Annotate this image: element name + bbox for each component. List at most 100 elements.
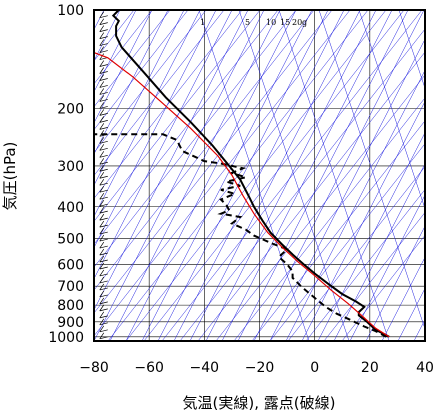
wind-barb-flag (99, 241, 105, 249)
wind-barb-staff (99, 224, 108, 228)
wind-barb-staff (99, 196, 108, 200)
isotherm-line (94, 10, 169, 155)
wind-barb-flag (99, 46, 105, 53)
wind-barb-flag (99, 88, 105, 95)
wind-barb-flag (99, 220, 105, 228)
wind-barb-flag (99, 53, 105, 60)
wind-barb-staff (99, 175, 108, 179)
wind-barb-flag (99, 116, 105, 123)
wind-barb-staff (99, 294, 108, 298)
adiabat-line (94, 10, 315, 291)
adiabat-line (94, 10, 171, 108)
isotherm-line (94, 10, 185, 186)
wind-barb-flag (99, 199, 105, 207)
isotherm-line (189, 10, 361, 341)
x-tick-label: 0 (310, 360, 319, 376)
adiabat-line (341, 234, 425, 341)
isotherm-line (94, 10, 249, 311)
wind-barb-flag (99, 102, 105, 109)
wind-barb-flag (99, 269, 105, 277)
mixing-ratio-line (358, 10, 425, 210)
wind-barb-staff (99, 85, 108, 88)
mixing-ratio-label: 5 (245, 18, 250, 27)
wind-barb-staff (99, 71, 108, 74)
wind-barb-staff (99, 273, 108, 277)
adiabat-line (94, 10, 243, 199)
x-tick-label: 40 (416, 360, 434, 376)
isotherm-line (94, 10, 217, 249)
wind-barb-staff (99, 203, 108, 207)
wind-barb-staff (99, 106, 108, 109)
isotherm-line (285, 69, 425, 341)
y-tick-label: 500 (57, 231, 84, 247)
isotherm-line (317, 132, 425, 341)
wind-barb-flag (99, 227, 105, 235)
y-tick-label: 600 (57, 257, 84, 273)
wind-barb-flag (99, 32, 105, 39)
isotherm-line (205, 10, 377, 341)
mixing-ratio-labels: 1 5 10 15 20 g (200, 18, 307, 27)
guide-lines (94, 10, 435, 341)
wind-barb-staff (99, 315, 108, 319)
isotherm-line (94, 10, 265, 341)
wind-barb-flag (99, 206, 105, 214)
wind-barb-flag (99, 283, 105, 291)
isotherm-line (301, 100, 425, 341)
wind-barb-flag (99, 67, 105, 74)
mixing-ratio-label: 20 (292, 18, 302, 27)
wind-barb-flag (99, 39, 105, 46)
wind-barb-flag (99, 95, 105, 102)
isotherm-line (173, 10, 345, 341)
y-tick-label: 400 (57, 200, 84, 216)
wind-barb-flag (99, 262, 105, 270)
wind-barb-flag (99, 276, 105, 284)
y-tick-label: 1000 (48, 330, 84, 346)
series-lines (94, 10, 390, 338)
isotherm-line (381, 256, 425, 341)
wind-barb-flag (99, 213, 105, 221)
wind-barb-flag (99, 192, 105, 200)
adiabat-line (215, 74, 425, 341)
adiabat-line (161, 10, 423, 341)
wind-barb-staff (99, 168, 108, 172)
isotherm-line (349, 194, 425, 341)
wind-barb-staff (99, 15, 108, 18)
isotherm-line (333, 163, 425, 341)
isotherm-line (430, 10, 435, 341)
wind-barb-staff (99, 99, 108, 102)
wind-barb-flag (99, 255, 105, 263)
wind-barb-flag (99, 234, 105, 242)
isotherm-line (94, 10, 233, 280)
mixing-ratio-line (278, 10, 390, 341)
adiabat-line (305, 189, 425, 341)
adiabat-line (94, 10, 207, 153)
wind-barb-staff (99, 301, 108, 305)
wind-barb-staff (99, 120, 108, 123)
wind-barb-flag (99, 60, 105, 67)
wind-barb-staff (99, 182, 108, 186)
isotherm-line (94, 10, 153, 124)
adiabat-line (323, 212, 425, 341)
wind-barb-staff (99, 154, 108, 158)
wind-barb-flag (99, 172, 105, 179)
adiabat-line (251, 120, 425, 341)
wind-barb-staff (99, 140, 108, 144)
wind-barb-staff (99, 266, 108, 270)
wind-barb-staff (99, 147, 108, 151)
y-tick-label: 100 (57, 3, 84, 19)
wind-barb-staff (99, 43, 108, 46)
wind-barb-staff (99, 336, 108, 340)
adiabat-line (94, 10, 189, 131)
isotherm-line (269, 38, 425, 341)
wind-barb-flag (99, 297, 105, 305)
adiabat-line (94, 10, 351, 337)
wind-barb-staff (99, 210, 108, 214)
isotherm-line (141, 10, 313, 341)
mixing-ratio-label: 10 (266, 18, 276, 27)
y-tick-label: 900 (57, 315, 84, 331)
wind-barb-staff (99, 308, 108, 312)
grid (93, 9, 426, 341)
mixing-ratio-line (398, 10, 425, 90)
wind-barb-staff (99, 245, 108, 249)
